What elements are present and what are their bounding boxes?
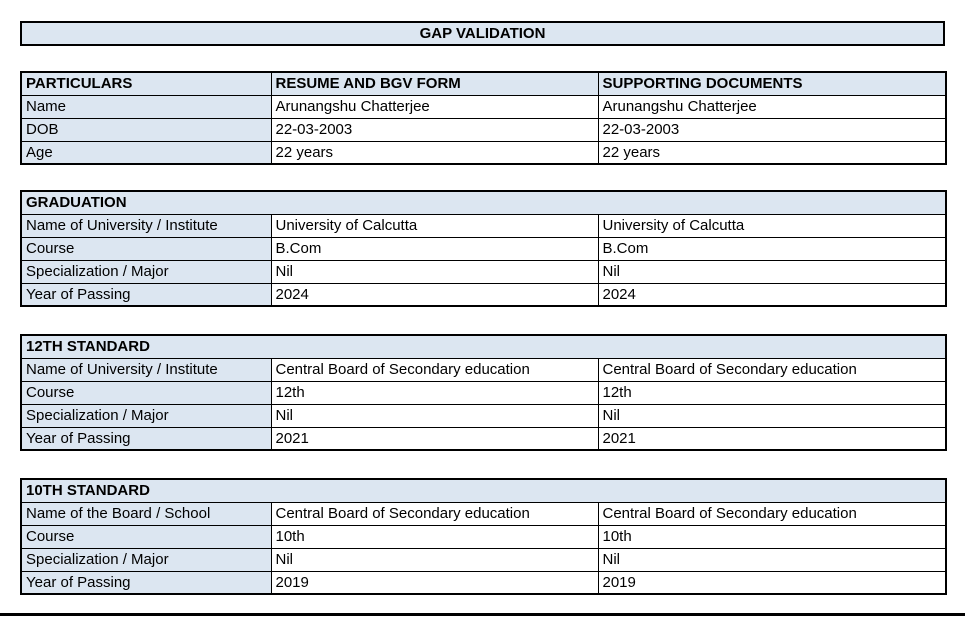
table-row: Age 22 years 22 years (20, 140, 947, 165)
cell-year-supporting: 2021 (597, 426, 947, 451)
table-row: Name of University / Institute Central B… (20, 357, 947, 382)
twelfth-standard-table: 12TH STANDARD Name of University / Insti… (20, 334, 948, 451)
cell-university-resume: University of Calcutta (270, 213, 599, 238)
table-row: Name of University / Institute Universit… (20, 213, 947, 238)
table-row: DOB 22-03-2003 22-03-2003 (20, 117, 947, 142)
table-row: Name Arunangshu Chatterjee Arunangshu Ch… (20, 94, 947, 119)
column-header-supporting-docs: SUPPORTING DOCUMENTS (597, 71, 947, 96)
row-label-university: Name of University / Institute (20, 357, 272, 382)
column-header-particulars: PARTICULARS (20, 71, 272, 96)
section-heading-row: 12TH STANDARD (20, 334, 947, 359)
cell-course-supporting: B.Com (597, 236, 947, 261)
cell-university-supporting: Central Board of Secondary education (597, 357, 947, 382)
row-label-age: Age (20, 140, 272, 165)
cell-course-resume: 12th (270, 380, 599, 405)
cell-university-supporting: University of Calcutta (597, 213, 947, 238)
cell-board-resume: Central Board of Secondary education (270, 501, 599, 526)
row-label-course: Course (20, 236, 272, 261)
cell-year-supporting: 2024 (597, 282, 947, 307)
cell-age-supporting: 22 years (597, 140, 947, 165)
row-label-board-school: Name of the Board / School (20, 501, 272, 526)
cell-specialization-resume: Nil (270, 547, 599, 572)
cell-year-resume: 2019 (270, 570, 599, 595)
particulars-table: PARTICULARS RESUME AND BGV FORM SUPPORTI… (20, 71, 947, 165)
row-label-course: Course (20, 524, 272, 549)
row-label-specialization: Specialization / Major (20, 259, 272, 284)
table-row: Name of the Board / School Central Board… (20, 501, 947, 526)
row-label-specialization: Specialization / Major (20, 403, 272, 428)
section-heading-row: GRADUATION (20, 190, 947, 215)
row-label-year-of-passing: Year of Passing (20, 282, 272, 307)
section-heading-graduation: GRADUATION (20, 190, 947, 215)
table-row: Specialization / Major Nil Nil (20, 547, 947, 572)
section-heading-12th-standard: 12TH STANDARD (20, 334, 947, 359)
table-header-row: PARTICULARS RESUME AND BGV FORM SUPPORTI… (20, 71, 947, 96)
cell-course-resume: B.Com (270, 236, 599, 261)
cell-university-resume: Central Board of Secondary education (270, 357, 599, 382)
cell-specialization-supporting: Nil (597, 259, 947, 284)
cell-year-resume: 2024 (270, 282, 599, 307)
table-row: Year of Passing 2019 2019 (20, 570, 947, 595)
document-title-bar: GAP VALIDATION (20, 21, 945, 46)
cell-age-resume: 22 years (270, 140, 599, 165)
cell-specialization-resume: Nil (270, 259, 599, 284)
section-heading-10th-standard: 10TH STANDARD (20, 478, 947, 503)
table-row: Year of Passing 2024 2024 (20, 282, 947, 307)
row-label-year-of-passing: Year of Passing (20, 570, 272, 595)
cell-course-supporting: 10th (597, 524, 947, 549)
cell-specialization-supporting: Nil (597, 403, 947, 428)
cell-name-supporting: Arunangshu Chatterjee (597, 94, 947, 119)
cell-year-supporting: 2019 (597, 570, 947, 595)
table-row: Course B.Com B.Com (20, 236, 947, 261)
page-bottom-rule (0, 613, 965, 616)
table-row: Specialization / Major Nil Nil (20, 259, 947, 284)
cell-course-resume: 10th (270, 524, 599, 549)
row-label-year-of-passing: Year of Passing (20, 426, 272, 451)
cell-dob-resume: 22-03-2003 (270, 117, 599, 142)
table-row: Course 12th 12th (20, 380, 947, 405)
table-row: Course 10th 10th (20, 524, 947, 549)
row-label-specialization: Specialization / Major (20, 547, 272, 572)
column-header-resume-bgv: RESUME AND BGV FORM (270, 71, 599, 96)
cell-specialization-supporting: Nil (597, 547, 947, 572)
cell-year-resume: 2021 (270, 426, 599, 451)
row-label-course: Course (20, 380, 272, 405)
cell-board-supporting: Central Board of Secondary education (597, 501, 947, 526)
row-label-dob: DOB (20, 117, 272, 142)
tenth-standard-table: 10TH STANDARD Name of the Board / School… (20, 478, 948, 595)
table-row: Year of Passing 2021 2021 (20, 426, 947, 451)
cell-name-resume: Arunangshu Chatterjee (270, 94, 599, 119)
row-label-name: Name (20, 94, 272, 119)
cell-specialization-resume: Nil (270, 403, 599, 428)
page-title: GAP VALIDATION (419, 25, 546, 42)
cell-course-supporting: 12th (597, 380, 947, 405)
section-heading-row: 10TH STANDARD (20, 478, 947, 503)
table-row: Specialization / Major Nil Nil (20, 403, 947, 428)
cell-dob-supporting: 22-03-2003 (597, 117, 947, 142)
row-label-university: Name of University / Institute (20, 213, 272, 238)
graduation-table: GRADUATION Name of University / Institut… (20, 190, 948, 307)
